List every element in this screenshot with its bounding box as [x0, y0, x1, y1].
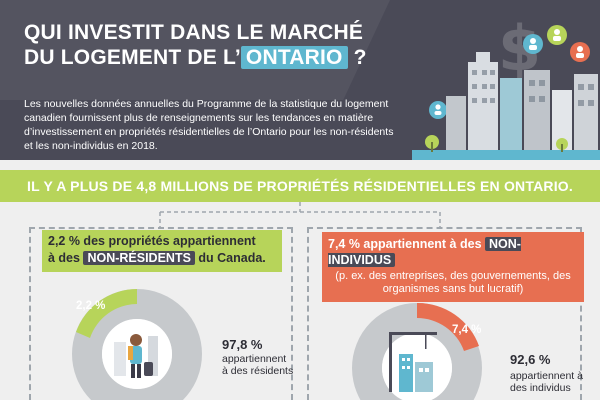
non-individuals-slice-label: 7,4 %	[452, 324, 482, 336]
non-residents-label-suffix: du Canada.	[194, 251, 266, 265]
individuals-desc-line-1: appartiennent à	[510, 370, 583, 382]
city-skyline-illustration: $	[412, 12, 600, 160]
banner-connector-lines	[159, 202, 441, 227]
non-residents-label-line-2: à des NON-RÉSIDENTS du Canada.	[48, 250, 282, 267]
intro-text: Les nouvelles données annuelles du Progr…	[24, 98, 394, 152]
non-individuals-label: 7,4 % appartiennent à des NON-INDIVIDUS …	[322, 232, 584, 302]
non-individuals-label-prefix: 7,4 % appartiennent à des	[328, 237, 485, 251]
non-individuals-label-main: 7,4 % appartiennent à des NON-INDIVIDUS	[328, 236, 578, 268]
non-residents-label: 2,2 % des propriétés appartiennent à des…	[42, 230, 282, 272]
residents-percent: 97,8 %	[222, 337, 263, 352]
title-line-2-prefix: DU LOGEMENT DE L’	[24, 46, 241, 69]
donut-slice-non-residents	[76, 289, 137, 338]
non-individuals-donut	[352, 302, 482, 400]
non-residents-label-prefix: à des	[48, 251, 84, 265]
title-line-2: DU LOGEMENT DE L’ ONTARIO ?	[24, 45, 404, 70]
traveller-icon	[114, 334, 158, 378]
residents-desc-line-1: appartiennent	[222, 353, 287, 365]
non-residents-label-line-1: 2,2 % des propriétés appartiennent	[48, 234, 256, 248]
title-line-1: QUI INVESTIT DANS LE MARCHÉ	[24, 21, 364, 44]
non-residents-tag: NON-RÉSIDENTS	[83, 251, 195, 265]
non-individuals-examples: (p. ex. des entreprises, des gouvernemen…	[335, 270, 571, 295]
non-residents-slice-label: 2,2 %	[76, 300, 106, 312]
title-highlight: ONTARIO	[240, 46, 348, 69]
title-suffix: ?	[353, 46, 367, 69]
individuals-desc-line-2: des individus	[510, 382, 571, 394]
page-title: QUI INVESTIT DANS LE MARCHÉ DU LOGEMENT …	[24, 20, 404, 70]
residents-desc-line-2: à des résidents	[222, 365, 294, 377]
construction-crane-icon	[389, 332, 437, 392]
individuals-percent: 92,6 %	[510, 352, 551, 367]
people-icon	[429, 25, 590, 119]
non-residents-donut	[72, 289, 202, 400]
headline-banner: IL Y A PLUS DE 4,8 MILLIONS DE PROPRIÉTÉ…	[0, 170, 600, 202]
donut-slice-non-individuals	[417, 302, 479, 351]
header-section: QUI INVESTIT DANS LE MARCHÉ DU LOGEMENT …	[0, 0, 600, 160]
